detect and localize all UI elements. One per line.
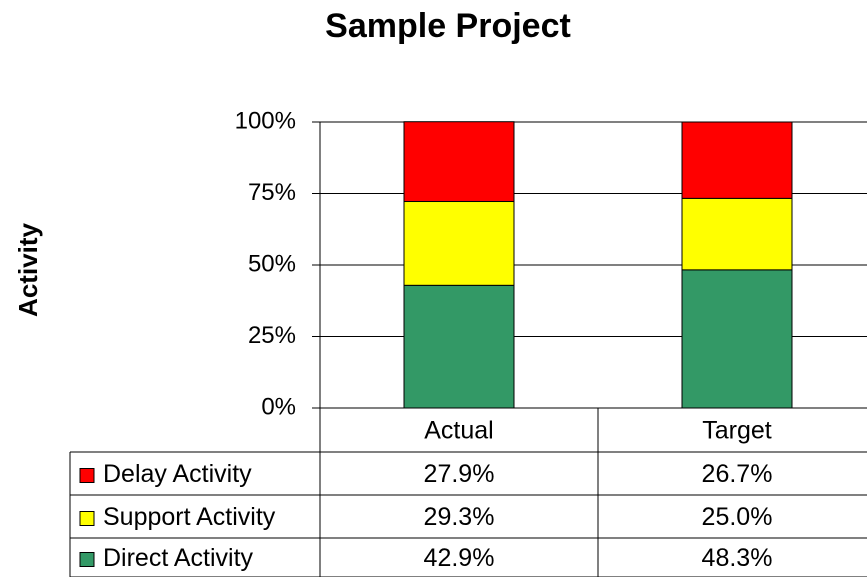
y-tick-label: 0%	[261, 393, 296, 420]
y-axis-title: Activity	[13, 223, 43, 317]
data-label: 26.7%	[702, 460, 773, 488]
legend-label: Delay Activity	[103, 460, 252, 488]
data-label: 25.0%	[702, 503, 773, 531]
data-label: 42.9%	[424, 544, 495, 572]
data-label: 48.3%	[702, 544, 773, 572]
data-label: 27.9%	[424, 460, 495, 488]
bar-segment	[681, 269, 793, 409]
legend-swatch	[79, 511, 95, 526]
legend-label: Direct Activity	[103, 544, 254, 572]
y-tick-label: 100%	[235, 107, 296, 134]
bar-segment	[681, 197, 793, 271]
x-tick-label: Target	[702, 417, 772, 445]
y-tick-label: 50%	[248, 250, 296, 277]
legend-swatch	[79, 468, 95, 483]
y-tick-label: 75%	[248, 179, 296, 206]
data-label: 29.3%	[424, 503, 495, 531]
bar-segment	[403, 201, 515, 286]
y-tick-label: 25%	[248, 322, 296, 349]
bar-segment	[403, 121, 515, 203]
x-tick-label: Actual	[424, 417, 493, 445]
bar-segment	[403, 284, 515, 409]
legend-swatch	[79, 552, 95, 567]
legend-label: Support Activity	[103, 503, 276, 531]
bar-segment	[681, 121, 793, 199]
chart-title: Sample Project	[325, 7, 571, 45]
